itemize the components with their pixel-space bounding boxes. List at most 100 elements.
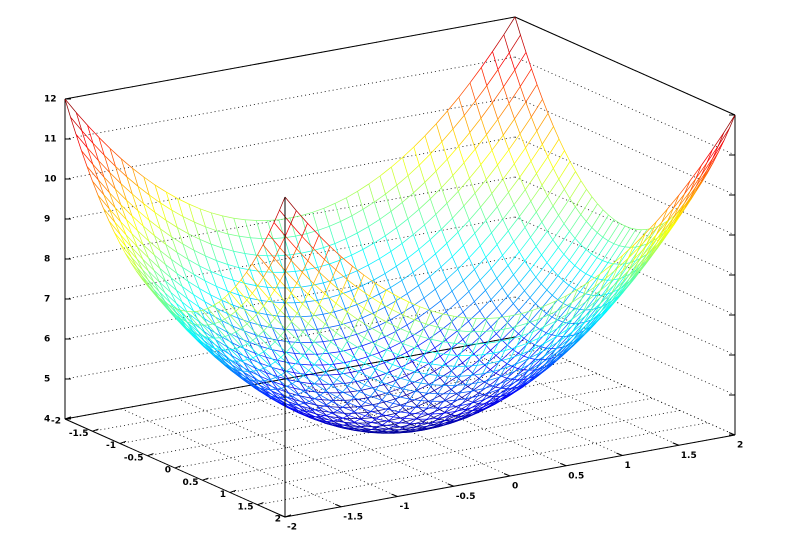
mesh-segment [429,309,436,321]
mesh-segment [527,353,539,360]
mesh-segment [289,215,302,219]
mesh-segment [496,206,504,220]
mesh-segment [454,392,461,401]
mesh-segment [471,388,483,392]
mesh-segment [451,321,458,332]
mesh-segment [560,302,573,310]
mesh-segment [623,275,635,289]
mesh-segment [158,291,166,302]
mesh-segment [553,126,560,140]
mesh-segment [309,401,321,409]
mesh-segment [170,292,177,304]
mesh-segment [126,199,139,211]
mesh-segment [275,374,282,378]
mesh-segment [236,374,249,384]
mesh-segment [449,411,456,417]
mesh-segment [257,277,264,287]
mesh-segment [109,172,122,184]
mesh-segment [342,406,355,413]
y-tick-label: -2 [287,523,297,533]
mesh-segment [350,317,363,323]
mesh-segment [432,407,439,415]
mesh-segment [519,68,532,87]
mesh-segment [440,321,453,331]
mesh-segment [568,322,575,325]
mesh-segment [365,415,377,420]
mesh-segment [163,301,170,306]
mesh-segment [246,272,259,287]
mesh-segment [98,160,111,173]
mesh-segment [263,346,270,352]
mesh-segment [491,193,498,207]
mesh-segment [81,130,94,144]
mesh-segment [274,317,287,330]
mesh-segment [564,150,571,162]
mesh-segment [109,192,116,208]
mesh-segment [296,282,309,295]
mesh-segment [310,408,317,415]
mesh-segment [81,150,94,165]
mesh-segment [159,291,171,304]
mesh-segment [456,346,469,357]
mesh-segment [501,287,509,297]
mesh-segment [662,223,675,239]
mesh-segment [402,301,410,316]
mesh-segment [569,180,582,199]
mesh-segment [369,315,376,328]
mesh-segment [266,314,273,328]
mesh-segment [516,368,523,377]
mesh-segment [286,395,293,398]
mesh-segment [257,285,270,299]
mesh-segment [297,339,309,350]
mesh-segment [227,290,239,296]
mesh-segment [252,354,259,359]
mesh-segment [400,387,407,396]
mesh-segment [531,68,538,85]
mesh-segment [329,246,342,258]
mesh-segment [612,288,619,293]
mesh-segment [324,313,331,325]
mesh-segment [149,194,161,204]
mesh-segment [432,418,439,423]
mesh-segment [602,236,609,242]
mesh-segment [513,241,520,252]
mesh-segment [532,343,545,350]
mesh-segment [425,310,432,325]
mesh-segment [488,395,495,403]
mesh-segment [486,164,498,180]
mesh-segment [379,175,386,195]
mesh-segment [549,336,556,348]
mesh-segment [634,256,646,270]
mesh-segment [408,347,416,359]
mesh-segment [437,352,449,356]
mesh-segment [278,254,290,257]
mesh-segment [263,351,276,363]
mesh-segment [261,271,273,273]
mesh-segment [544,360,557,370]
mesh-segment [328,259,341,265]
mesh-segment [395,357,402,368]
mesh-segment [224,315,231,320]
mesh-segment [451,362,463,372]
mesh-segment [193,274,206,282]
mesh-segment [269,365,282,376]
mesh-segment [81,150,88,167]
mesh-segment [597,232,604,238]
mesh-segment [224,334,231,337]
mesh-segment [359,424,366,428]
mesh-segment [262,244,275,259]
mesh-segment [416,414,429,419]
z-tick-label: 4 [44,415,50,425]
mesh-segment [451,280,464,292]
mesh-segment [407,209,420,220]
mesh-segment [558,198,571,216]
mesh-segment [374,282,387,291]
mesh-segment [673,202,686,219]
mesh-segment [249,342,256,354]
mesh-segment [376,400,383,407]
mesh-segment [176,252,189,260]
mesh-segment [271,390,278,398]
mesh-segment [337,406,344,411]
mesh-segment [147,285,154,293]
mesh-segment [235,310,248,325]
